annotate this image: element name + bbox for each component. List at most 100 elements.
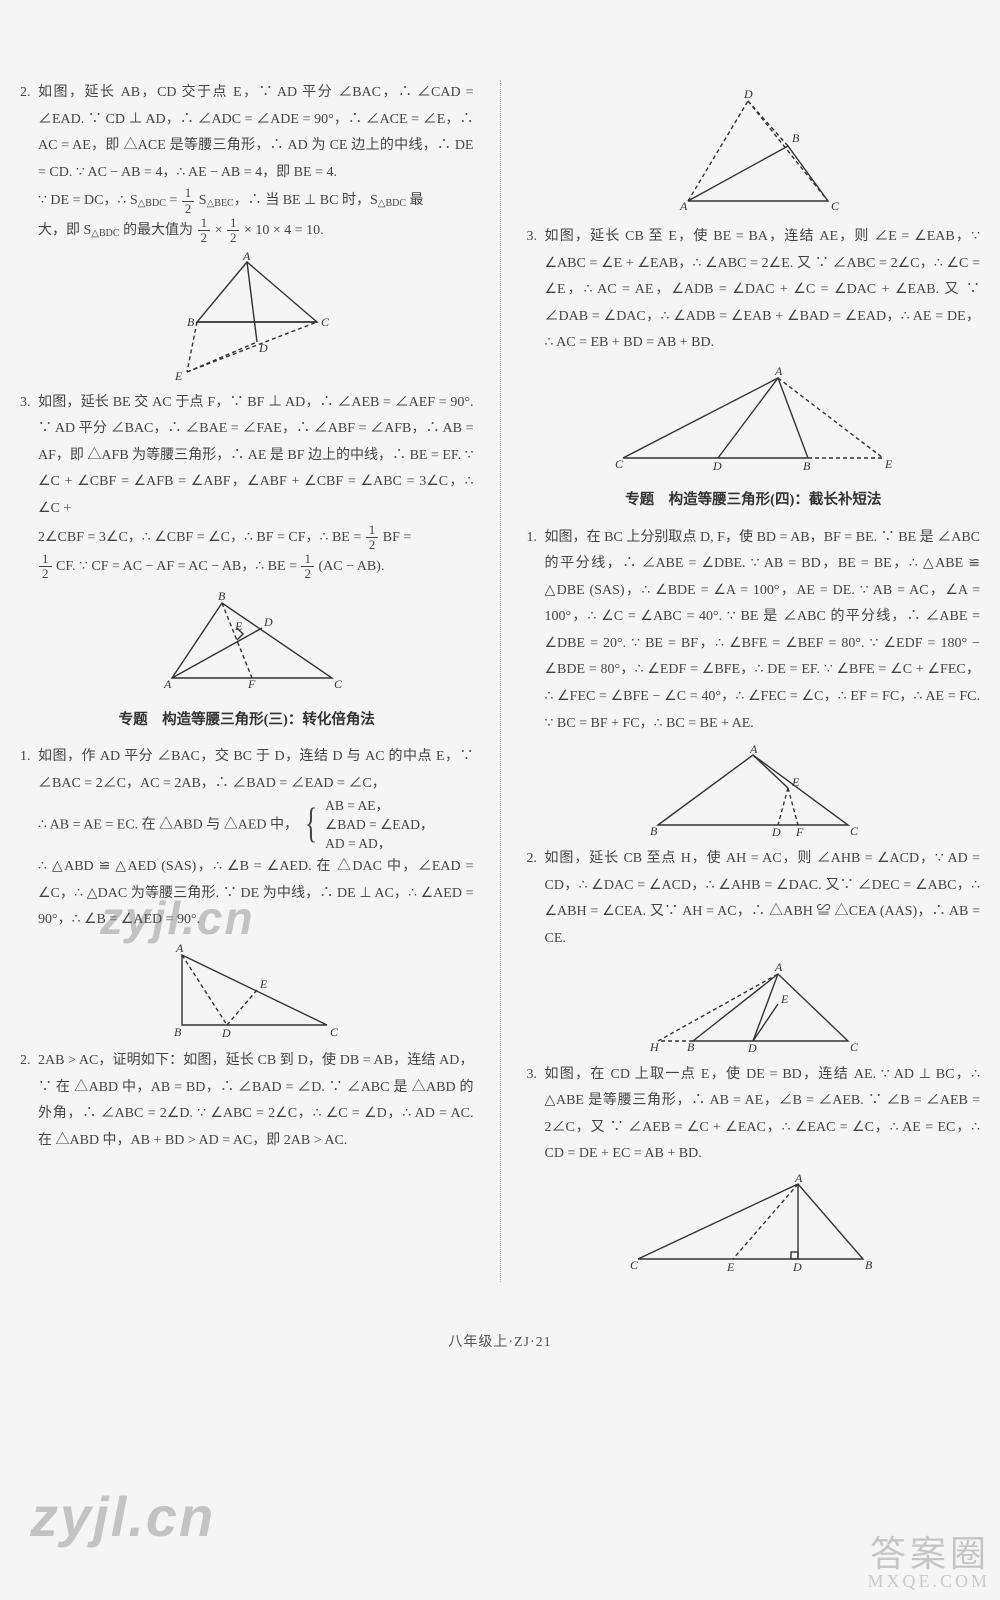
- svg-text:D: D: [792, 1260, 802, 1274]
- text: 如图，在 BC 上分别取点 D, F，使 BD = AB，BF = BE. ∵ …: [545, 530, 981, 731]
- problem-number: 3.: [527, 1062, 545, 1168]
- problem-number: 3.: [20, 390, 38, 582]
- svg-text:D: D: [743, 87, 753, 101]
- left-q2: 2. 2AB > AC，证明如下：如图，延长 CB 到 D，使 DB = AB，…: [20, 1048, 474, 1154]
- right-q1: 1. 如图，在 BC 上分别取点 D, F，使 BD = AB，BF = BE.…: [527, 525, 981, 738]
- svg-text:C: C: [850, 1040, 859, 1054]
- problem-body: 如图，延长 CB 至 E，使 BE = BA，连结 AE，则 ∠E = ∠EAB…: [545, 224, 981, 357]
- text: =: [166, 193, 181, 208]
- problem-number: 1.: [20, 744, 38, 934]
- right-q3: 3. 如图，在 CD 上取一点 E，使 DE = BD，连结 AE. ∵ AD …: [527, 1062, 981, 1168]
- svg-text:B: B: [803, 459, 811, 473]
- sub: △BDC: [138, 198, 166, 209]
- text: 2AB > AC，证明如下：如图，延长 CB 到 D，使 DB = AB，连结 …: [38, 1053, 474, 1148]
- svg-text:B: B: [187, 315, 195, 329]
- text: 2∠CBF = 3∠C，∴ ∠CBF = ∠C，∴ BF = CF，∴ BE =: [38, 530, 365, 545]
- problem-body: 2AB > AC，证明如下：如图，延长 CB 到 D，使 DB = AB，连结 …: [38, 1048, 474, 1154]
- svg-text:C: C: [850, 824, 859, 838]
- svg-text:B: B: [792, 131, 800, 145]
- figure-left-1: ABC DE: [147, 252, 347, 382]
- text: ，∴ 当 BE ⊥ BC 时，S: [234, 193, 378, 208]
- page-footer: 八年级上·ZJ·21: [0, 1330, 1000, 1357]
- svg-text:A: A: [242, 252, 251, 263]
- svg-text:F: F: [247, 677, 256, 691]
- text: 如图，在 CD 上取一点 E，使 DE = BD，连结 AE. ∵ AD ⊥ B…: [545, 1067, 981, 1162]
- problem-number: 2.: [20, 80, 38, 246]
- corner-watermark: 答案圈 MXQE.COM: [867, 1536, 990, 1590]
- svg-text:A: A: [679, 199, 688, 213]
- problem-number: 3.: [527, 224, 545, 357]
- svg-text:D: D: [258, 341, 268, 355]
- right-column: D A C B 3. 如图，延长 CB 至 E，使 BE = BA，连结 AE，则 ∠…: [527, 80, 981, 1282]
- svg-text:D: D: [771, 825, 781, 838]
- svg-text:B: B: [865, 1258, 873, 1272]
- text: 如图，延长 CB 至点 H，使 AH = AC，则 ∠AHB = ∠ACD，∵ …: [545, 851, 981, 946]
- svg-text:A: A: [175, 941, 184, 955]
- problem-number: 2.: [527, 846, 545, 952]
- svg-text:C: C: [330, 1025, 339, 1039]
- fraction: 12: [198, 216, 211, 246]
- figure-left-3: A B C D E: [152, 940, 342, 1040]
- fraction: 12: [39, 552, 52, 582]
- problem-body: 如图，在 CD 上取一点 E，使 DE = BD，连结 AE. ∵ AD ⊥ B…: [545, 1062, 981, 1168]
- sub: △BEC: [207, 198, 234, 209]
- problem-body: 如图，作 AD 平分 ∠BAC，交 BC 于 D，连结 D 与 AC 的中点 E…: [38, 744, 474, 934]
- fraction: 12: [301, 552, 314, 582]
- text: ∴ △ABD ≌ △AED (SAS)，∴ ∠B = ∠AED. 在 △DAC …: [38, 859, 474, 927]
- svg-text:C: C: [615, 457, 624, 471]
- svg-text:B: B: [650, 824, 658, 838]
- text: BF =: [379, 530, 411, 545]
- text: (AC − AB).: [315, 559, 384, 574]
- problem-number: 1.: [527, 525, 545, 738]
- text: 大，即 S: [38, 223, 91, 238]
- svg-text:E: E: [791, 775, 800, 789]
- page: 2. 如图，延长 AB，CD 交于点 E，∵ AD 平分 ∠BAC，∴ ∠CAD…: [0, 0, 1000, 1322]
- problem-body: 如图，延长 AB，CD 交于点 E，∵ AD 平分 ∠BAC，∴ ∠CAD = …: [38, 80, 474, 246]
- text: 如图，延长 AB，CD 交于点 E，∵ AD 平分 ∠BAC，∴ ∠CAD = …: [38, 85, 474, 180]
- svg-text:A: A: [774, 364, 783, 378]
- left-column: 2. 如图，延长 AB，CD 交于点 E，∵ AD 平分 ∠BAC，∴ ∠CAD…: [20, 80, 474, 1282]
- section-heading: 专题 构造等腰三角形(三)：转化倍角法: [20, 707, 474, 735]
- text: 如图，延长 CB 至 E，使 BE = BA，连结 AE，则 ∠E = ∠EAB…: [545, 229, 981, 350]
- svg-text:D: D: [747, 1041, 757, 1054]
- brace-stack: AB = AE， ∠BAD = ∠EAD， AD = AD，: [325, 797, 433, 854]
- text: ∴ AB = AE = EC. 在 △ABD 与 △AED 中，: [38, 818, 298, 833]
- svg-text:E: E: [234, 619, 243, 633]
- left-q1: 1. 如图，作 AD 平分 ∠BAC，交 BC 于 D，连结 D 与 AC 的中…: [20, 744, 474, 934]
- fraction: 12: [366, 523, 379, 553]
- column-divider: [500, 80, 501, 1282]
- left-problem-3: 3. 如图，延长 BE 交 AC 于点 F，∵ BF ⊥ AD，∴ ∠AEB =…: [20, 390, 474, 582]
- problem-body: 如图，延长 BE 交 AC 于点 F，∵ BF ⊥ AD，∴ ∠AEB = ∠A…: [38, 390, 474, 582]
- sub: △BDC: [91, 228, 119, 239]
- svg-text:B: B: [218, 589, 226, 603]
- svg-text:D: D: [263, 615, 273, 629]
- text: ∵ DE = DC，∴ S: [38, 193, 138, 208]
- problem-body: 如图，延长 CB 至点 H，使 AH = AC，则 ∠AHB = ∠ACD，∵ …: [545, 846, 981, 952]
- svg-text:D: D: [221, 1026, 231, 1040]
- left-problem-2: 2. 如图，延长 AB，CD 交于点 E，∵ AD 平分 ∠BAC，∴ ∠CAD…: [20, 80, 474, 246]
- svg-text:A: A: [749, 743, 758, 756]
- svg-text:H: H: [649, 1040, 660, 1054]
- svg-text:E: E: [884, 457, 893, 471]
- fraction: 12: [227, 216, 240, 246]
- right-q2: 2. 如图，延长 CB 至点 H，使 AH = AC，则 ∠AHB = ∠ACD…: [527, 846, 981, 952]
- text: CF. ∵ CF = AC − AF = AC − AB，∴ BE =: [53, 559, 301, 574]
- svg-text:C: C: [334, 677, 343, 691]
- text: 最: [406, 193, 424, 208]
- svg-text:D: D: [712, 459, 722, 473]
- text: × 10 × 4 = 10.: [240, 223, 323, 238]
- text: S: [195, 193, 206, 208]
- svg-text:C: C: [630, 1258, 639, 1272]
- svg-text:B: B: [687, 1040, 695, 1054]
- svg-text:F: F: [795, 825, 804, 838]
- problem-body: 如图，在 BC 上分别取点 D, F，使 BD = AB，BF = BE. ∵ …: [545, 525, 981, 738]
- problem-number: 2.: [20, 1048, 38, 1154]
- svg-text:A: A: [163, 677, 172, 691]
- svg-text:E: E: [780, 992, 789, 1006]
- svg-text:B: B: [174, 1025, 182, 1039]
- text: ×: [211, 223, 226, 238]
- text: 如图，延长 BE 交 AC 于点 F，∵ BF ⊥ AD，∴ ∠AEB = ∠A…: [38, 395, 474, 516]
- svg-text:C: C: [831, 199, 840, 213]
- svg-text:E: E: [259, 977, 268, 991]
- svg-text:E: E: [174, 369, 183, 382]
